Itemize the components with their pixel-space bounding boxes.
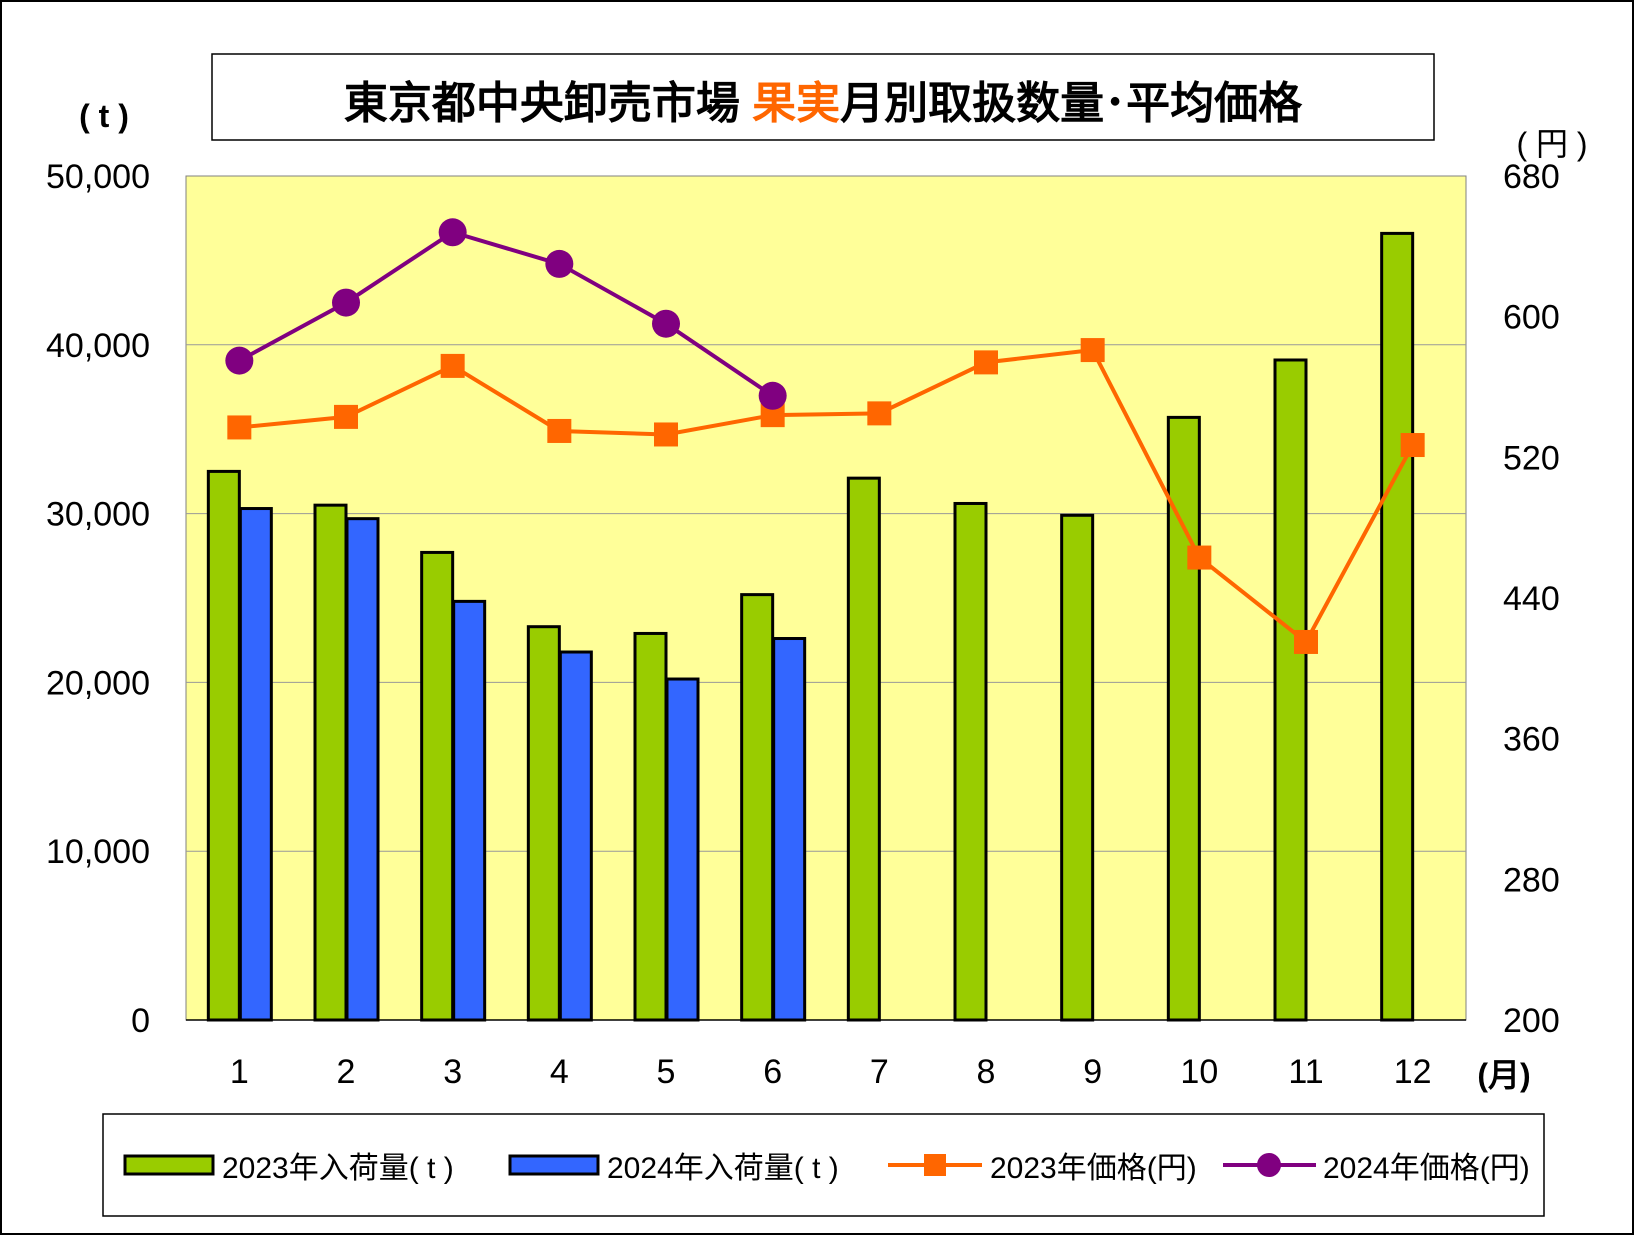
- marker-2024-price: [225, 346, 254, 375]
- y-right-tick-label: 200: [1503, 1002, 1560, 1040]
- x-tick-label: 12: [1394, 1053, 1432, 1091]
- legend-label-2024-volume: 2024年入荷量( t ): [607, 1152, 839, 1185]
- y-left-unit-label: ( t ): [79, 98, 129, 134]
- marker-2023-price: [547, 418, 572, 443]
- marker-2023-price: [867, 401, 892, 426]
- bar-2023-volume: [633, 631, 668, 1022]
- line-2023-price: [239, 347, 1415, 646]
- legend-label-2024-price: 2024年価格(円): [1323, 1152, 1530, 1185]
- y-left-tick-label: 0: [131, 1002, 150, 1040]
- bar-2023-volume: [953, 501, 988, 1022]
- y-right-tick-label: 520: [1503, 439, 1560, 477]
- y-left-tick-label: 40,000: [46, 327, 150, 365]
- x-tick-label: 6: [763, 1053, 782, 1091]
- bar-2023-volume: [1380, 231, 1415, 1022]
- marker-2023-price: [654, 422, 678, 447]
- x-tick-label: 7: [870, 1053, 889, 1091]
- legend-swatch-2024-volume: [508, 1154, 600, 1176]
- marker-2024-price: [332, 288, 360, 317]
- y-left-tick-label: 10,000: [46, 833, 150, 871]
- x-tick-label: 8: [977, 1053, 996, 1091]
- y-left-tick-label: 20,000: [46, 664, 150, 702]
- bar-2024-volume: [238, 507, 273, 1022]
- legend-marker-2023-price: [924, 1154, 946, 1176]
- y-right-tick-label: 600: [1503, 299, 1560, 337]
- marker-2024-price: [545, 249, 574, 278]
- y-right-unit-label: ( 円 ): [1516, 126, 1587, 162]
- bar-2023-volume: [1060, 513, 1095, 1022]
- x-tick-label: 2: [337, 1053, 356, 1091]
- y-right-tick-label: 360: [1503, 721, 1560, 759]
- chart-title-part-2: 月別取扱数量･平均価格: [840, 79, 1303, 128]
- legend-marker-2024-price: [1257, 1153, 1281, 1177]
- y-left-axis: 0 10,000 20,000 30,000 40,000 50,000: [46, 158, 150, 1040]
- bar-2024-volume: [665, 677, 700, 1022]
- x-tick-label: 9: [1083, 1053, 1102, 1091]
- y-left-tick-label: 30,000: [46, 496, 150, 534]
- bar-2023-volume: [846, 476, 881, 1022]
- line-series: [225, 218, 1425, 654]
- legend-label-2023-price: 2023年価格(円): [990, 1152, 1197, 1185]
- bar-2023-volume: [526, 625, 561, 1022]
- grid-lines: [186, 344, 1466, 852]
- y-right-tick-label: 280: [1503, 861, 1560, 899]
- x-tick-label: 10: [1180, 1053, 1218, 1091]
- chart-title-part-1: 東京都中央卸売市場: [344, 79, 752, 128]
- bar-2024-volume: [345, 517, 380, 1022]
- x-tick-label: 3: [443, 1053, 462, 1091]
- x-unit-label: (月): [1477, 1057, 1530, 1093]
- y-right-tick-label: 680: [1503, 158, 1560, 196]
- bar-2024-volume: [558, 650, 593, 1022]
- marker-2023-price: [1400, 433, 1425, 458]
- bar-2023-volume: [420, 550, 455, 1022]
- bar-2024-volume: [772, 637, 807, 1022]
- marker-2024-price: [652, 309, 680, 338]
- chart-title: 東京都中央卸売市場 果実月別取扱数量･平均価格: [344, 79, 1303, 128]
- bar-series: [206, 231, 1415, 1022]
- marker-2024-price: [438, 218, 467, 247]
- legend-swatch-2023-volume: [123, 1154, 215, 1176]
- marker-2023-price: [334, 404, 358, 429]
- x-axis: 1 2 3 4 5 6 7 8 9 10 11 12: [230, 1053, 1432, 1091]
- bar-2023-volume: [1273, 358, 1308, 1022]
- marker-2024-price: [758, 381, 787, 410]
- bar-2023-volume: [740, 593, 775, 1022]
- x-tick-label: 1: [230, 1053, 249, 1091]
- bar-2024-volume: [452, 599, 487, 1022]
- x-tick-label: 5: [657, 1053, 676, 1091]
- marker-2023-price: [227, 415, 252, 440]
- marker-2023-price: [440, 353, 465, 378]
- y-left-tick-label: 50,000: [46, 158, 150, 196]
- marker-2023-price: [1294, 629, 1318, 654]
- title-box: [211, 53, 1435, 141]
- x-tick-label: 11: [1288, 1053, 1323, 1091]
- bar-2023-volume: [313, 503, 348, 1022]
- line-2024-price: [238, 230, 774, 398]
- y-right-axis: 200 280 360 440 520 600 680: [1503, 158, 1560, 1040]
- y-right-tick-label: 440: [1503, 580, 1560, 618]
- marker-2023-price: [1080, 338, 1105, 363]
- marker-2023-price: [1187, 545, 1212, 570]
- x-tick-label: 4: [550, 1053, 569, 1091]
- marker-2023-price: [974, 350, 998, 375]
- bar-2023-volume: [1166, 415, 1201, 1022]
- bar-2023-volume: [206, 469, 241, 1022]
- chart-title-highlight: 果実: [752, 79, 840, 128]
- legend-label-2023-volume: 2023年入荷量( t ): [222, 1152, 454, 1185]
